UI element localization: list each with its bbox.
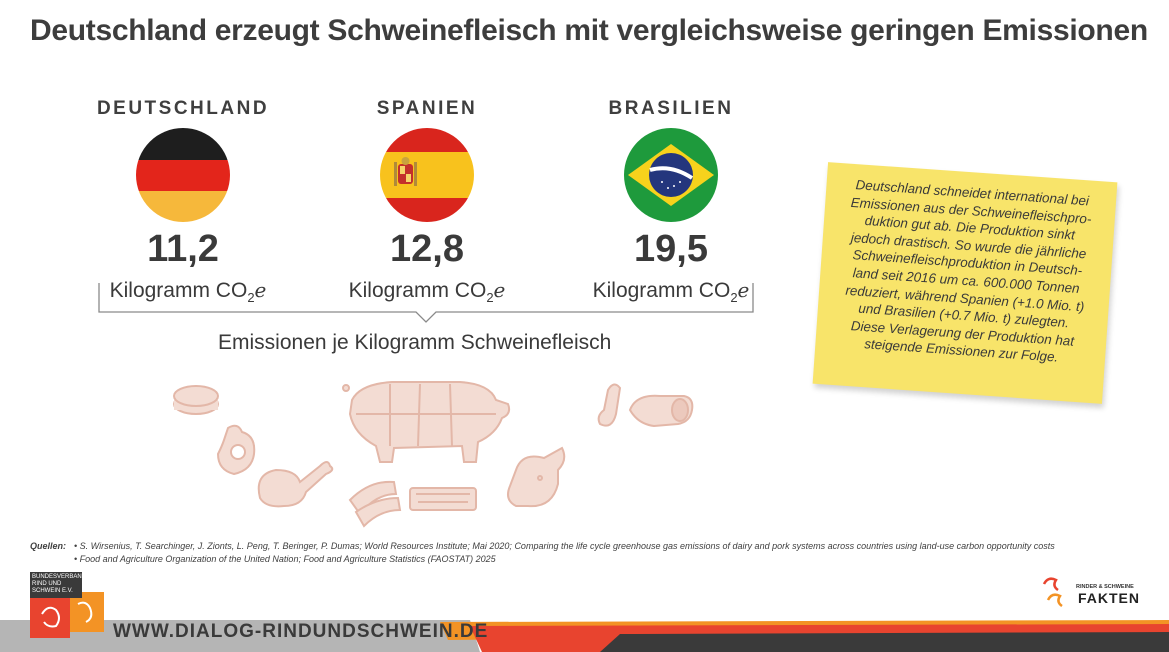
country-name-brazil: BRASILIEN (608, 98, 734, 119)
page-title: Deutschland erzeugt Schweinefleisch mit … (30, 14, 1148, 47)
pork-cuts-illustration (173, 381, 694, 528)
emission-value-brazil: 19,5 (634, 228, 708, 270)
spain-flag-icon (380, 128, 474, 222)
ham-icon (628, 394, 694, 428)
footer-bar (0, 620, 1169, 652)
country-name-spain: SPANIEN (376, 98, 478, 119)
sources-label: Quellen: (30, 541, 67, 551)
fakten-logo-subtitle: RINDER & SCHWEINE (1076, 584, 1134, 590)
chop-icon (216, 424, 256, 476)
brazil-flag-icon (624, 128, 718, 222)
chart-caption: Emissionen je Kilogramm Schweinefleisch (218, 331, 612, 354)
trotter-icon (597, 383, 622, 427)
steak-icon (173, 385, 219, 415)
grouping-bracket (98, 283, 754, 323)
bundesverband-logo (30, 592, 104, 638)
drumstick-icon (257, 461, 334, 508)
emission-value-germany: 11,2 (147, 228, 219, 270)
bacon-icon (348, 480, 402, 528)
info-sticky-note: Deutschland schneidet international bei … (812, 162, 1118, 404)
germany-flag-icon (136, 128, 230, 222)
pork-block-icon (409, 487, 477, 511)
emission-value-spain: 12,8 (390, 228, 464, 270)
source-item: • Food and Agriculture Organization of t… (74, 554, 496, 564)
bundesverband-logo-text: BUNDESVERBAND RIND UND SCHWEIN E.V. (30, 572, 86, 598)
pig-head-icon (507, 446, 566, 508)
fakten-logo-title: FAKTEN (1078, 590, 1140, 606)
unit-germany: Kilogramm CO2e (109, 278, 267, 306)
country-name-germany: DEUTSCHLAND (96, 98, 270, 119)
website-link[interactable]: WWW.DIALOG-RINDUNDSCHWEIN.DE (113, 621, 489, 642)
sources: Quellen: • S. Wirsenius, T. Searchinger,… (30, 540, 1055, 566)
fakten-logo-icon (1042, 577, 1063, 608)
note-text: Deutschland schneidet international bei … (845, 177, 1092, 366)
unit-brazil: Kilogramm CO2e (592, 278, 750, 306)
unit-spain: Kilogramm CO2e (348, 278, 506, 306)
pig-icon (342, 381, 511, 463)
source-item: • S. Wirsenius, T. Searchinger, J. Ziont… (74, 541, 1055, 551)
